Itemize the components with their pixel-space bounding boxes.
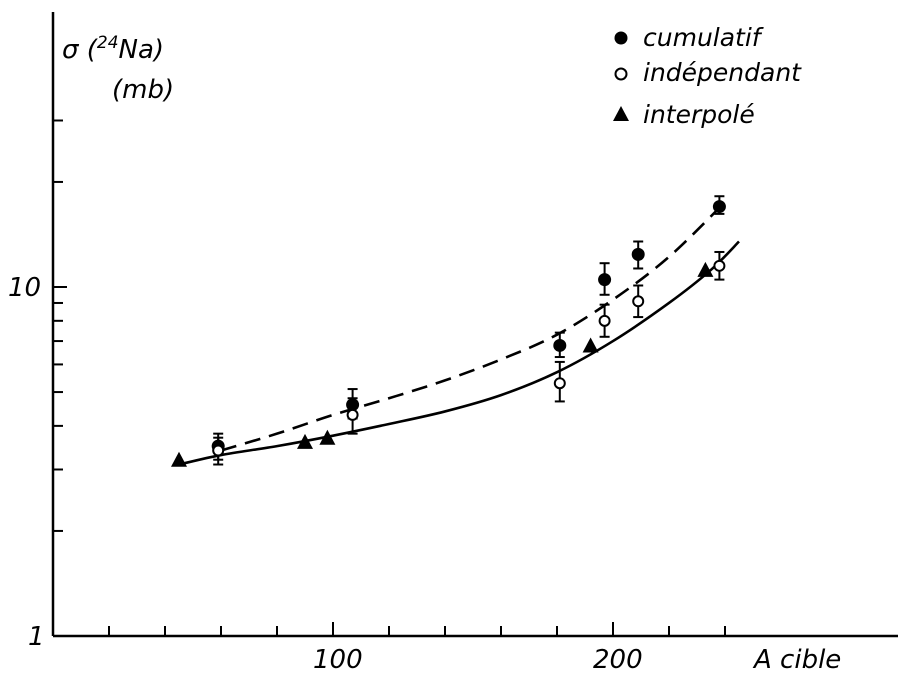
point-interpole-3	[582, 337, 599, 353]
legend-marker-cumulatif	[614, 31, 628, 45]
x-tick-label-100: 100	[313, 645, 363, 675]
point-interpole-1	[297, 433, 313, 449]
fit-curve-dashed	[220, 201, 726, 452]
legend-label-independant: indépendant	[643, 58, 802, 87]
legend-label-interpole: interpolé	[643, 100, 755, 129]
legend: cumulatif indépendant interpolé	[613, 23, 802, 129]
y-axis-label-line1: σ (24Na)	[62, 33, 164, 65]
point-independant-1	[346, 408, 359, 421]
legend-marker-interpole	[613, 106, 629, 121]
point-cumulatif-4	[631, 247, 645, 261]
point-cumulatif-2	[553, 338, 567, 352]
x-axis-label: A cible	[752, 645, 841, 675]
y-axis-label-superscript: 24	[97, 33, 119, 53]
point-independant-0	[212, 444, 225, 457]
point-cumulatif-1	[346, 398, 360, 412]
y-axis-label-line2: (mb)	[112, 75, 174, 105]
x-tick-label-200: 200	[593, 645, 643, 675]
fit-curve-solid	[178, 240, 740, 466]
point-interpole-2	[319, 429, 336, 445]
point-cumulatif-3	[598, 273, 612, 287]
point-independant-2	[553, 377, 566, 390]
point-independant-4	[632, 295, 645, 308]
y-tick-label-10: 10	[8, 273, 41, 303]
y-tick-label-1: 1	[28, 622, 45, 652]
legend-label-cumulatif: cumulatif	[643, 23, 764, 52]
legend-marker-independant	[614, 67, 628, 81]
point-interpole-4	[697, 261, 714, 277]
point-cumulatif-5	[712, 200, 726, 214]
point-independant-5	[713, 259, 726, 272]
point-independant-3	[598, 314, 611, 327]
point-interpole-0	[171, 451, 187, 467]
